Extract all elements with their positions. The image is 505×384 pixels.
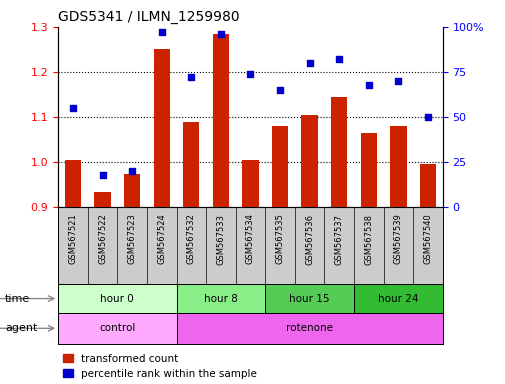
- Point: [69, 105, 77, 111]
- Text: GSM567532: GSM567532: [186, 214, 195, 264]
- Bar: [58, 284, 176, 313]
- Bar: [65, 160, 81, 207]
- Text: control: control: [99, 323, 135, 333]
- Text: hour 24: hour 24: [377, 293, 418, 304]
- Bar: [271, 126, 288, 207]
- Bar: [176, 284, 265, 313]
- Bar: [330, 97, 346, 207]
- Text: agent: agent: [5, 323, 37, 333]
- Text: GSM567534: GSM567534: [245, 214, 255, 264]
- Bar: [389, 126, 406, 207]
- Bar: [94, 192, 111, 207]
- Bar: [124, 174, 140, 207]
- Point: [217, 31, 225, 37]
- Text: hour 8: hour 8: [204, 293, 237, 304]
- Bar: [419, 164, 435, 207]
- Text: GSM567539: GSM567539: [393, 214, 402, 264]
- Text: GSM567523: GSM567523: [127, 214, 136, 264]
- Bar: [212, 34, 229, 207]
- Point: [423, 114, 431, 120]
- Text: hour 15: hour 15: [289, 293, 329, 304]
- Bar: [265, 284, 354, 313]
- Bar: [154, 50, 170, 207]
- Text: time: time: [5, 293, 30, 304]
- Text: rotenone: rotenone: [285, 323, 332, 333]
- Bar: [176, 313, 442, 344]
- Point: [128, 168, 136, 174]
- Text: hour 0: hour 0: [100, 293, 134, 304]
- Text: GSM567537: GSM567537: [334, 214, 343, 265]
- Text: GSM567521: GSM567521: [68, 214, 77, 264]
- Bar: [242, 160, 258, 207]
- Point: [364, 81, 372, 88]
- Point: [158, 29, 166, 35]
- Point: [98, 172, 107, 178]
- Text: GSM567535: GSM567535: [275, 214, 284, 264]
- Text: GSM567540: GSM567540: [423, 214, 432, 264]
- Legend: transformed count, percentile rank within the sample: transformed count, percentile rank withi…: [63, 354, 257, 379]
- Text: GSM567522: GSM567522: [98, 214, 107, 264]
- Point: [393, 78, 401, 84]
- Point: [246, 71, 254, 77]
- Text: GDS5341 / ILMN_1259980: GDS5341 / ILMN_1259980: [58, 10, 239, 25]
- Text: GSM567524: GSM567524: [157, 214, 166, 264]
- Text: GSM567538: GSM567538: [364, 214, 373, 265]
- Bar: [354, 284, 442, 313]
- Bar: [183, 122, 199, 207]
- Point: [305, 60, 313, 66]
- Point: [334, 56, 342, 63]
- Point: [275, 87, 283, 93]
- Bar: [360, 133, 376, 207]
- Bar: [58, 313, 176, 344]
- Text: GSM567533: GSM567533: [216, 214, 225, 265]
- Point: [187, 74, 195, 81]
- Bar: [301, 115, 317, 207]
- Text: GSM567536: GSM567536: [305, 214, 314, 265]
